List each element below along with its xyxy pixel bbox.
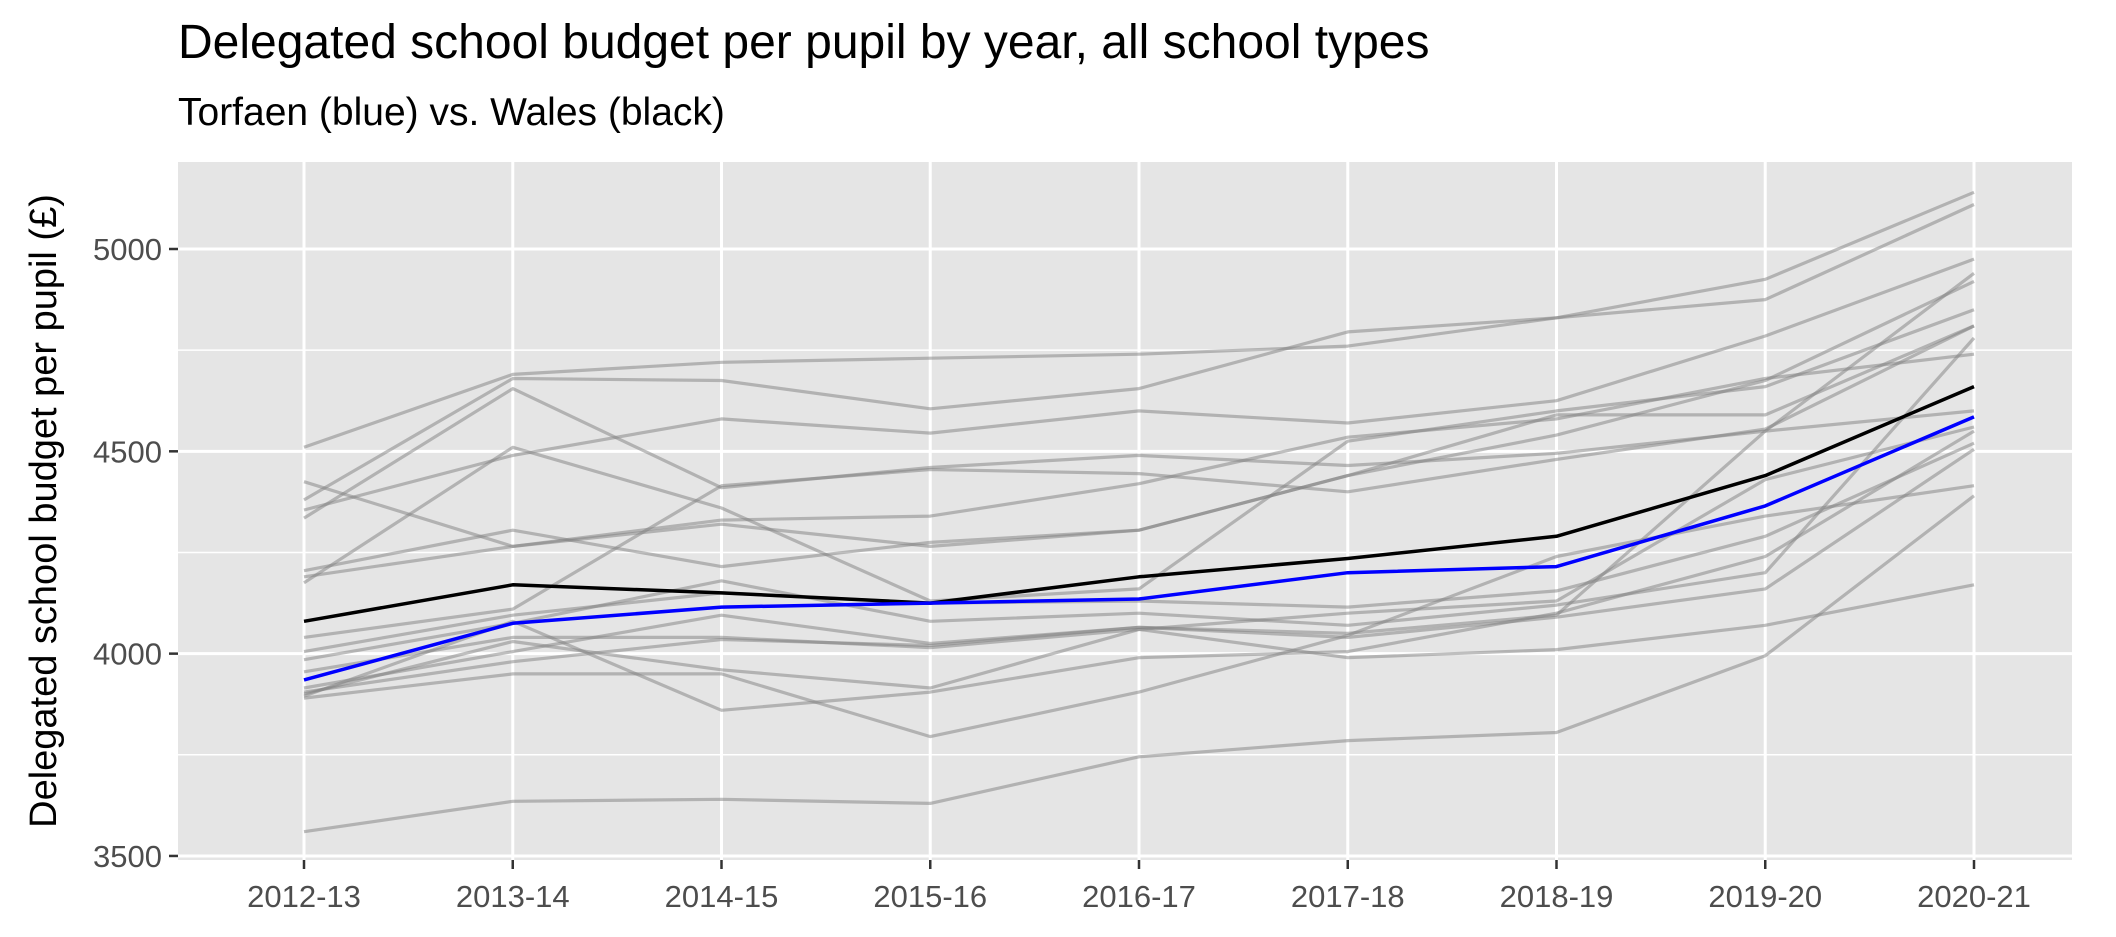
grid-minor — [178, 349, 2072, 756]
series-line-torfaen — [303, 415, 1975, 682]
x-tick-label: 2013-14 — [456, 879, 570, 914]
series-line-other — [303, 308, 1975, 603]
series-line-other — [303, 324, 1975, 639]
main-series-group — [303, 384, 1975, 682]
grid-major — [178, 162, 2072, 860]
x-tick-label: 2015-16 — [873, 879, 987, 914]
series-line-other — [303, 257, 1975, 512]
series-line-other — [303, 447, 1975, 694]
x-tick-label: 2012-13 — [247, 879, 361, 914]
plot-panel — [178, 162, 2072, 860]
x-axis: 2012-13 2013-14 2014-15 2015-16 2016-17 2017-… — [247, 860, 2031, 914]
series-line-other — [303, 484, 1975, 739]
series-line-other — [303, 336, 1976, 662]
other-series-group — [303, 190, 1976, 834]
y-axis-title: Delegated school budget per pupil (£) — [23, 194, 65, 828]
x-tick-label: 2014-15 — [665, 879, 779, 914]
series-line-other — [303, 429, 1975, 712]
x-tick-label: 2016-17 — [1082, 879, 1196, 914]
series-line-other — [303, 494, 1975, 834]
x-tick-label: 2018-19 — [1500, 879, 1614, 914]
y-tick-label: 3500 — [93, 839, 162, 874]
x-tick-label: 2019-20 — [1708, 879, 1822, 914]
y-tick-label: 5000 — [93, 232, 162, 267]
y-tick-label: 4500 — [93, 434, 162, 469]
y-tick-label: 4000 — [93, 637, 162, 672]
chart-subtitle: Torfaen (blue) vs. Wales (black) — [178, 91, 725, 134]
chart-title: Delegated school budget per pupil by yea… — [178, 16, 1429, 69]
series-line-other — [303, 190, 1975, 449]
y-axis: 3500 4000 4500 5000 — [93, 232, 178, 874]
series-line-wales — [303, 384, 1975, 624]
series-line-other — [303, 324, 1975, 579]
x-tick-label: 2017-18 — [1291, 879, 1405, 914]
x-tick-label: 2020-21 — [1917, 879, 2031, 914]
series-line-other — [303, 203, 1975, 502]
